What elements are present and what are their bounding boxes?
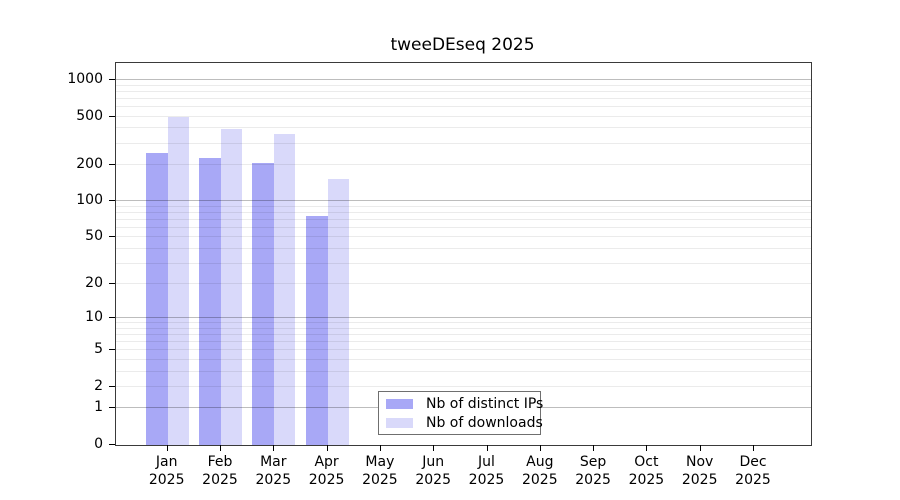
- y-tick-mark-0: [109, 444, 115, 445]
- x-tick-mark-oct: [646, 445, 648, 451]
- y-tick-label-500: 500: [76, 107, 103, 124]
- x-tick-label-oct: Oct 2025: [628, 454, 665, 488]
- bar-nb-of-downloads-feb: [221, 128, 242, 445]
- x-tick-mark-feb: [220, 445, 221, 451]
- plot-area: [115, 62, 812, 446]
- gridline-900: [116, 84, 811, 86]
- y-tick-label-10: 10: [85, 309, 103, 326]
- y-tick-mark-2: [109, 386, 115, 387]
- legend-label-distinct-ips: Nb of distinct IPs: [426, 395, 544, 412]
- x-tick-mark-jan: [166, 445, 168, 451]
- bar-nb-of-distinct-ips-jan: [145, 152, 168, 445]
- y-tick-label-5: 5: [94, 341, 103, 358]
- x-tick-label-jul: Jul 2025: [468, 454, 505, 488]
- y-tick-mark-5: [109, 349, 115, 351]
- bar-nb-of-distinct-ips-mar: [252, 162, 275, 445]
- bar-nb-of-distinct-ips-feb: [199, 157, 221, 445]
- legend-swatch-distinct-ips: [386, 398, 413, 409]
- legend-item-distinct-ips: Nb of distinct IPs: [386, 394, 544, 413]
- y-tick-mark-20: [109, 283, 115, 285]
- legend-swatch-downloads: [386, 417, 413, 428]
- bar-nb-of-downloads-mar: [274, 133, 296, 445]
- x-tick-label-may: May 2025: [362, 454, 398, 488]
- gridline-500: [116, 115, 811, 117]
- x-tick-mark-may: [379, 445, 381, 451]
- x-tick-label-sep: Sep 2025: [575, 454, 611, 488]
- x-tick-mark-sep: [593, 445, 595, 451]
- x-tick-mark-apr: [326, 445, 328, 451]
- y-tick-mark-50: [109, 236, 115, 238]
- y-tick-label-100: 100: [76, 192, 103, 209]
- x-tick-label-feb: Feb 2025: [202, 454, 238, 488]
- y-tick-mark-200: [109, 163, 115, 165]
- x-tick-mark-aug: [539, 445, 541, 451]
- legend: Nb of distinct IPs Nb of downloads: [378, 391, 544, 435]
- y-tick-label-2: 2: [94, 378, 103, 394]
- y-tick-mark-100: [109, 200, 115, 202]
- x-tick-mark-jul: [486, 445, 488, 451]
- bar-nb-of-distinct-ips-apr: [305, 215, 328, 445]
- legend-item-downloads: Nb of downloads: [386, 413, 543, 432]
- x-tick-label-apr: Apr 2025: [308, 454, 345, 488]
- gridline-600: [116, 106, 811, 107]
- x-tick-label-dec: Dec 2025: [735, 454, 771, 488]
- y-tick-label-1000: 1000: [67, 71, 103, 87]
- gridline-700: [116, 97, 811, 99]
- x-tick-mark-nov: [699, 445, 701, 451]
- y-tick-label-0: 0: [94, 436, 103, 452]
- y-tick-mark-1: [109, 407, 115, 409]
- gridline-800: [116, 90, 811, 92]
- y-tick-label-1: 1: [94, 399, 103, 416]
- y-tick-mark-1000: [109, 79, 115, 80]
- y-tick-label-20: 20: [85, 275, 103, 292]
- bar-nb-of-downloads-apr: [327, 179, 349, 445]
- y-tick-mark-10: [109, 317, 115, 319]
- y-tick-label-200: 200: [76, 155, 103, 172]
- x-tick-mark-jun: [433, 445, 435, 451]
- y-tick-label-50: 50: [85, 228, 103, 245]
- x-tick-label-jun: Jun 2025: [415, 454, 451, 488]
- x-tick-label-mar: Mar 2025: [255, 454, 292, 488]
- x-tick-mark-mar: [273, 445, 275, 451]
- chart-title: tweeDEseq 2025: [390, 35, 535, 55]
- x-tick-mark-dec: [753, 445, 754, 451]
- bar-nb-of-downloads-jan: [167, 116, 189, 445]
- x-tick-label-jan: Jan 2025: [148, 454, 185, 488]
- y-tick-mark-500: [109, 115, 115, 117]
- x-tick-label-aug: Aug 2025: [521, 454, 558, 488]
- x-tick-label-nov: Nov 2025: [681, 454, 718, 488]
- gridline-1000: [116, 79, 811, 80]
- legend-label-downloads: Nb of downloads: [426, 414, 543, 431]
